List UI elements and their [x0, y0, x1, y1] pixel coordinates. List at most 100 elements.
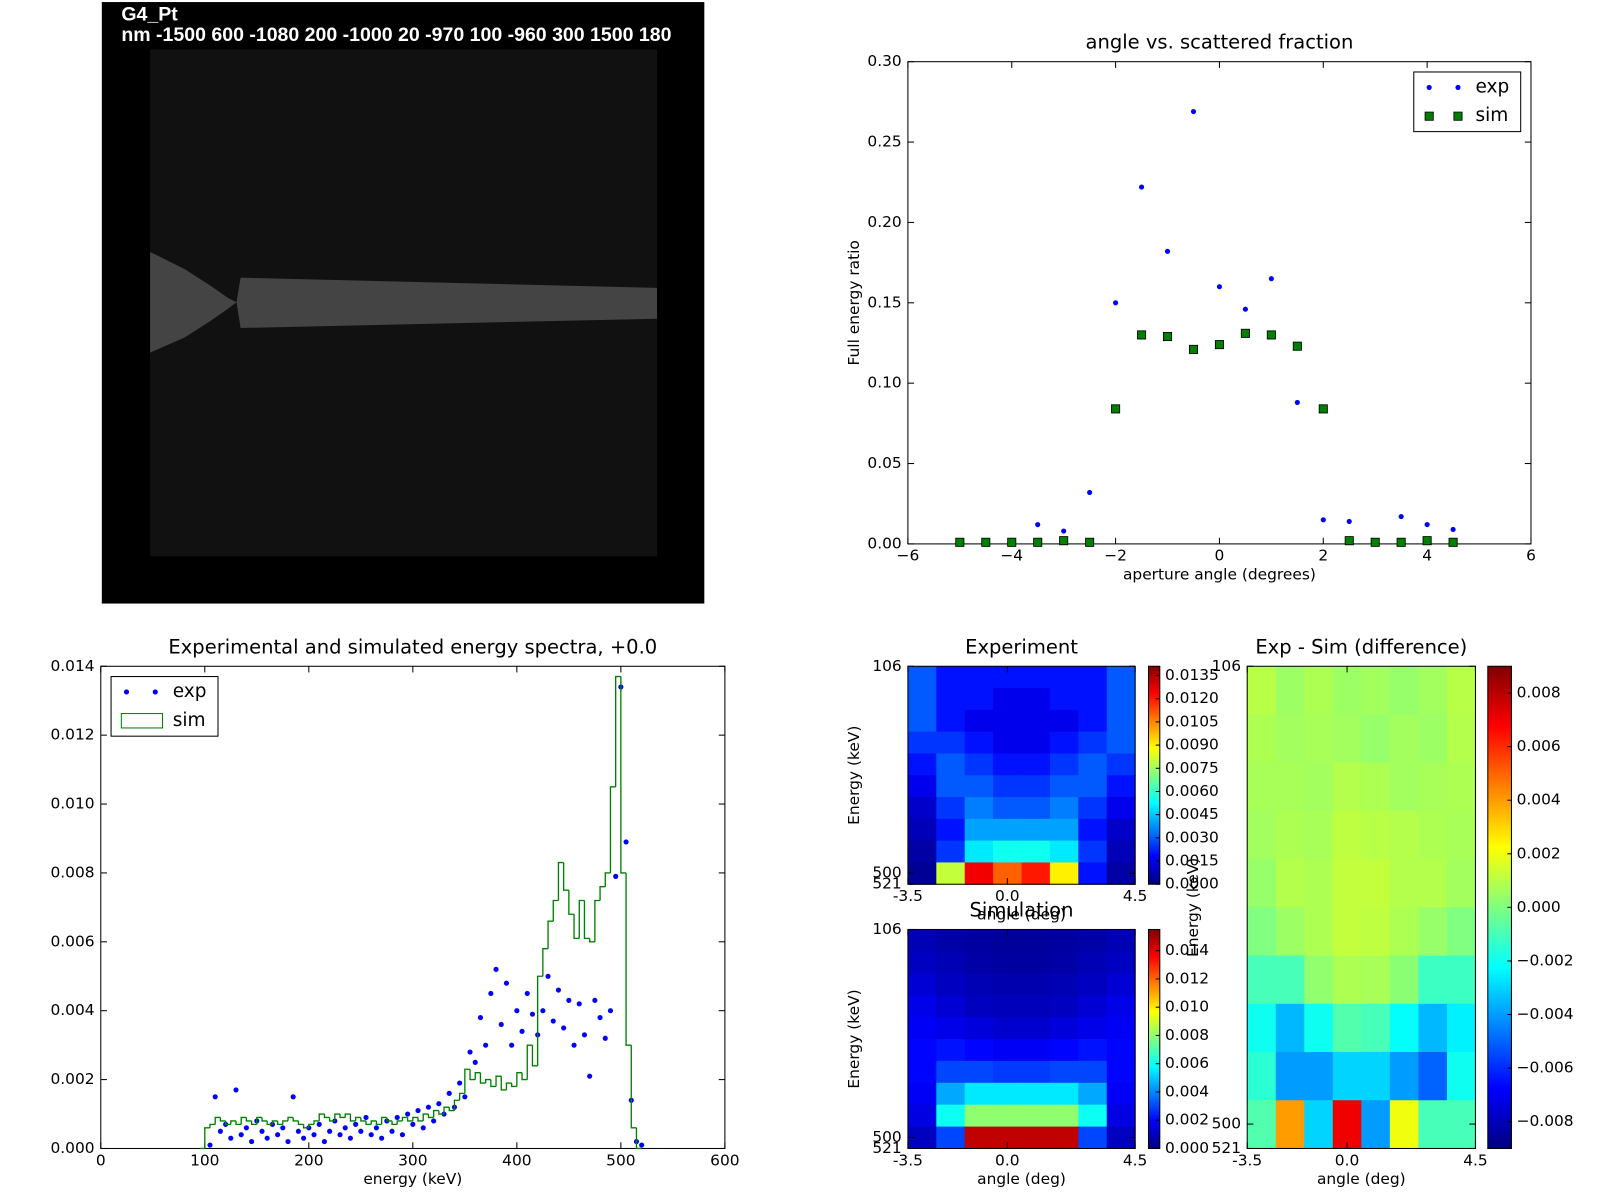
- hist-step: [432, 1109, 439, 1118]
- marker-dot: [394, 1114, 400, 1121]
- heat-cell: [936, 840, 966, 863]
- heat-cell: [993, 1038, 1023, 1062]
- cone-shape: [150, 251, 237, 353]
- heat-cell: [1078, 818, 1108, 842]
- marker-dot: [238, 1132, 244, 1138]
- heat-cell: [1106, 1038, 1136, 1062]
- heat-cell: [1389, 1100, 1419, 1149]
- heat-cell: [964, 1104, 994, 1128]
- legend: exp sim: [110, 676, 219, 737]
- heat-cell: [1389, 1003, 1419, 1053]
- heat-cell: [1106, 797, 1136, 820]
- heat-cell: [1106, 688, 1136, 711]
- marker-dot: [639, 1142, 645, 1148]
- y-tick-label: 0.004: [51, 1001, 95, 1019]
- heat-cell: [1049, 666, 1079, 689]
- legend-label: sim: [173, 710, 206, 731]
- heat-cell: [964, 1017, 994, 1040]
- heat-cell: [1021, 1017, 1051, 1040]
- heat-cell: [1304, 1100, 1334, 1149]
- heat-cell: [1106, 731, 1136, 754]
- hist-step: [521, 1072, 528, 1081]
- heat-cell: [1049, 1082, 1079, 1106]
- heat-cell: [1247, 1003, 1277, 1053]
- hist-step: [328, 1117, 335, 1122]
- heat-cell: [1304, 666, 1334, 715]
- heat-cell: [1361, 955, 1391, 1005]
- heat-cell: [964, 709, 994, 733]
- hist-step: [214, 1116, 221, 1125]
- heat-cell: [1332, 907, 1362, 957]
- hist-step: [505, 1082, 512, 1090]
- hist-step: [386, 1117, 393, 1122]
- heat-cell: [1275, 1052, 1305, 1101]
- hist-step: [287, 1116, 294, 1121]
- heat-cell: [1275, 859, 1305, 908]
- hist-step: [625, 872, 632, 1046]
- hist-step: [438, 1110, 445, 1115]
- y-tick-label: 0.006: [51, 932, 95, 950]
- marker-square: [1422, 536, 1432, 546]
- heat-cell: [993, 688, 1023, 711]
- heat-cell: [936, 973, 966, 996]
- y-tick-label: 521: [872, 875, 901, 893]
- heat-cell: [936, 951, 966, 974]
- heat-cell: [907, 973, 937, 996]
- hist-step: [495, 1075, 502, 1087]
- marker-dot: [425, 1104, 432, 1110]
- hist-step: [256, 1116, 263, 1125]
- heat-cell: [936, 929, 966, 952]
- heat-cell: [1049, 797, 1079, 820]
- hist-step: [510, 1083, 517, 1088]
- heat-cell: [1049, 775, 1079, 798]
- y-tick-label: 0.000: [51, 1139, 95, 1157]
- marker-dot: [259, 1128, 265, 1134]
- marker-dot: [410, 1121, 416, 1127]
- heat-cell: [1361, 666, 1391, 715]
- heat-cell: [1275, 1100, 1305, 1149]
- heat-cell: [936, 753, 966, 776]
- hist-step: [573, 914, 580, 940]
- colorbar-tick-label: 0.002: [1517, 844, 1561, 862]
- hist-step: [427, 1114, 434, 1119]
- heat-cell: [1247, 955, 1277, 1005]
- hist-step: [588, 938, 595, 943]
- marker-square: [1370, 537, 1380, 547]
- heat-cell: [964, 1082, 994, 1106]
- plot-frame: [907, 665, 1136, 885]
- heat-cell: [1389, 1052, 1419, 1101]
- heat-cell: [1078, 1082, 1108, 1106]
- marker-square: [1448, 537, 1458, 547]
- heat-cell: [964, 840, 994, 863]
- heat-cell: [1389, 907, 1419, 957]
- hist-step: [490, 1079, 497, 1088]
- marker-dot: [358, 1128, 364, 1134]
- heat-cell: [1049, 973, 1079, 996]
- heat-cell: [1049, 995, 1079, 1018]
- marker-dot: [555, 987, 562, 993]
- hist-step: [261, 1117, 268, 1122]
- colorbar-tick-label: 0.008: [1165, 1026, 1209, 1044]
- marker-dot: [431, 1118, 437, 1124]
- heat-cell: [936, 995, 966, 1018]
- x-axis-label: aperture angle (degrees): [1123, 565, 1316, 583]
- heat-cell: [907, 1017, 937, 1040]
- heat-cell: [1247, 907, 1277, 957]
- hist-step: [417, 1117, 424, 1122]
- y-axis-label: Energy (keV): [845, 726, 863, 825]
- heat-cell: [936, 1060, 966, 1084]
- marker-dot: [342, 1125, 348, 1131]
- heat-cell: [1361, 1052, 1391, 1101]
- x-tick-label: −2: [1104, 547, 1127, 565]
- hist-step: [271, 1120, 278, 1125]
- heat-cell: [1304, 762, 1334, 812]
- heat-cell: [1049, 1126, 1079, 1149]
- hist-step: [448, 1107, 455, 1112]
- marker-dot: [373, 1125, 379, 1131]
- heat-cell: [1275, 714, 1305, 764]
- heat-cell: [936, 818, 966, 842]
- marker-square: [1266, 330, 1276, 340]
- marker-square: [981, 537, 991, 547]
- hist-step: [443, 1106, 450, 1115]
- hist-step: [318, 1113, 325, 1121]
